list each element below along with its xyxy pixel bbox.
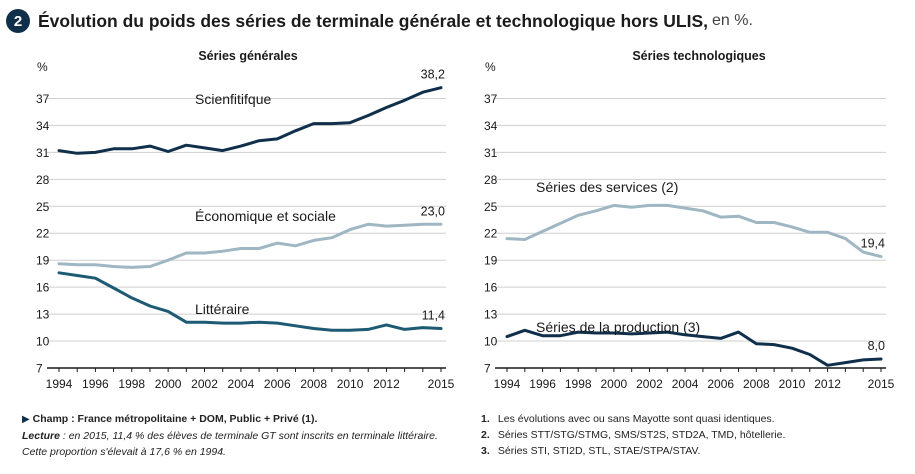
series-line [505, 203, 883, 259]
chart-technological-series: Séries technologiques% 37 34 31 28 25 22 19 16 13… [484, 49, 895, 391]
x-tick-label: 2012 [814, 377, 841, 391]
series-label: Économique et sociale [195, 208, 336, 224]
y-tick-label: 19 [36, 254, 50, 268]
end-value-label: 19,4 [861, 237, 885, 251]
series-label: Séries des services (2) [536, 179, 678, 195]
y-tick-label: 28 [484, 173, 498, 187]
y-tick-label: 22 [484, 227, 498, 241]
y-tick-label: 25 [36, 200, 50, 214]
right-notes: 1. Les évolutions avec ou sans Mayotte s… [481, 411, 785, 459]
x-tick-label: 2002 [191, 377, 218, 391]
x-tick-label: 2008 [300, 377, 327, 391]
series-line [505, 328, 883, 367]
x-tick-label: 2006 [707, 377, 734, 391]
y-tick-label: 25 [484, 200, 498, 214]
y-tick-label: 19 [484, 254, 498, 268]
y-tick-label: 7 [36, 362, 43, 376]
figure-title: Évolution du poids des séries de termina… [38, 10, 708, 31]
panel-title: Séries technologiques [632, 49, 765, 63]
x-tick-label: 1996 [529, 377, 556, 391]
footnote-2: 2. Séries STT/STG/STMG, SMS/ST2S, STD2A,… [481, 429, 786, 441]
left-notes: ▶ Champ : France métropolitaine + DOM, P… [22, 411, 438, 460]
end-value-label: 38,2 [421, 68, 445, 82]
end-value-label: 8,0 [868, 339, 885, 353]
x-tick-label: 1996 [82, 377, 109, 391]
footnote-1: 1. Les évolutions avec ou sans Mayotte s… [481, 413, 775, 425]
scope-note: ▶ Champ : France métropolitaine + DOM, P… [22, 413, 318, 425]
x-tick-label: 2004 [672, 377, 699, 391]
figure-header: 2 Évolution du poids des séries de termi… [6, 6, 753, 36]
x-tick-label: 2015 [868, 377, 895, 391]
end-value-label: 23,0 [421, 204, 445, 218]
y-tick-label: 16 [36, 281, 50, 295]
reading-note: Lecture : en 2015, 11,4 % des élèves de … [22, 430, 438, 442]
y-tick-label: 10 [36, 335, 50, 349]
y-tick-label: 16 [484, 281, 498, 295]
y-tick-label: 28 [36, 173, 50, 187]
series-label: Séries de la production (3) [536, 319, 700, 335]
end-value-label: 11,4 [422, 308, 445, 322]
y-tick-label: 13 [36, 308, 50, 322]
x-tick-label: 2008 [743, 377, 770, 391]
x-tick-label: 2010 [337, 377, 364, 391]
triangle-icon: ▶ [22, 414, 30, 425]
x-tick-label: 1994 [46, 377, 73, 391]
y-tick-label: 7 [484, 362, 491, 376]
x-tick-label: 1998 [565, 377, 592, 391]
figure-title-unit: en %. [712, 12, 753, 29]
y-tick-label: 10 [484, 335, 498, 349]
footnote-3: 3. Séries STI, STI2D, STL, STAE/STPA/STA… [481, 445, 701, 457]
x-tick-label: 2004 [228, 377, 255, 391]
y-tick-label: 34 [484, 119, 498, 133]
figure-number-badge: 2 [6, 9, 30, 33]
y-tick-label: 31 [36, 146, 50, 160]
x-tick-label: 2002 [636, 377, 663, 391]
x-tick-label: 2010 [779, 377, 806, 391]
chart-general-series: Séries générales%37343128252219161310719… [36, 49, 455, 391]
series-label: Littéraire [195, 301, 250, 317]
x-tick-label: 2015 [428, 377, 455, 391]
series-line [57, 222, 443, 269]
x-tick-label: 2006 [264, 377, 291, 391]
y-tick-label: 37 [484, 92, 498, 106]
y-unit-label: % [37, 60, 48, 74]
x-tick-label: 1994 [494, 377, 521, 391]
reading-note-line2: Cette proportion s'élevait à 17,6 % en 1… [22, 446, 226, 458]
series-line [57, 86, 443, 155]
x-tick-label: 2012 [373, 377, 400, 391]
panel-title: Séries générales [198, 49, 297, 63]
y-tick-label: 37 [36, 92, 50, 106]
x-tick-label: 1998 [118, 377, 145, 391]
y-tick-label: 22 [36, 227, 50, 241]
series-label: Scienfitifque [195, 91, 271, 107]
y-tick-label: 13 [484, 308, 498, 322]
y-unit-label: % [485, 60, 496, 74]
series-line [57, 271, 443, 332]
y-tick-label: 31 [484, 146, 498, 160]
x-tick-label: 2000 [155, 377, 182, 391]
x-tick-label: 2000 [601, 377, 628, 391]
y-tick-label: 34 [36, 119, 50, 133]
